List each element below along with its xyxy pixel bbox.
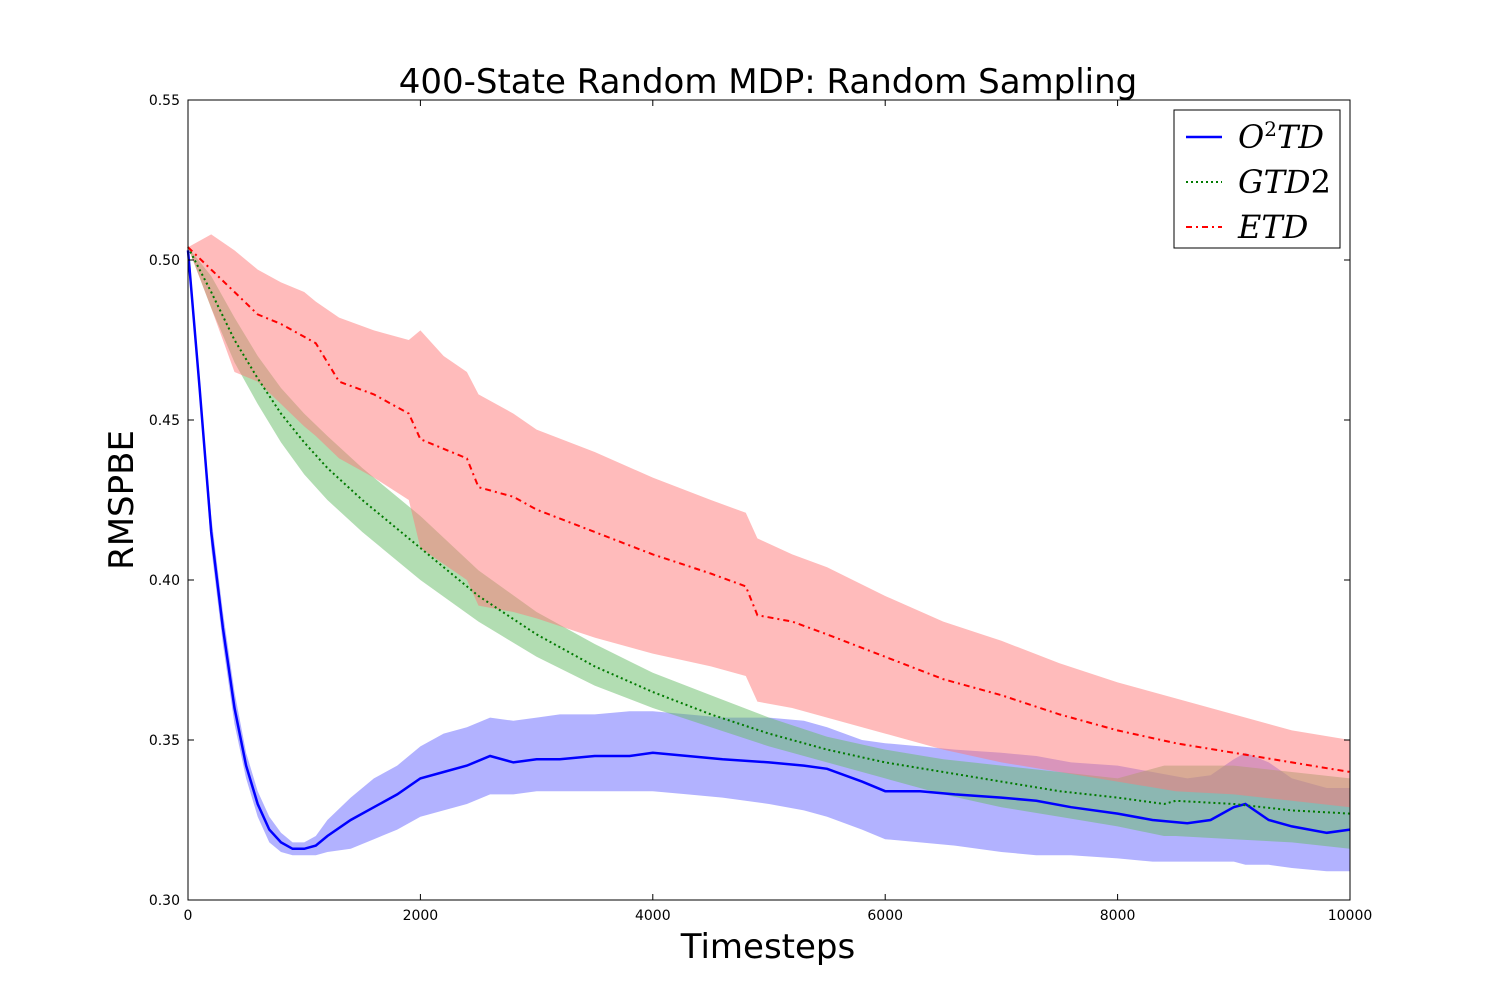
x-tick-label: 8000 [1100, 908, 1136, 924]
x-tick-label: 4000 [635, 908, 671, 924]
y-tick-label: 0.50 [149, 253, 180, 269]
chart-title: 400-State Random MDP: Random Sampling [399, 62, 1138, 102]
x-tick-label: 0 [184, 908, 193, 924]
series-line-etd [187, 246, 1351, 773]
legend-label-gtd2: GTD2 [1238, 163, 1331, 201]
band-etd [188, 234, 1350, 808]
y-tick-label: 0.40 [149, 573, 180, 589]
x-axis-ticks: 0 2000 4000 6000 8000 10000 [184, 100, 1373, 924]
y-axis-label: RMSPBE [102, 430, 142, 570]
y-axis-ticks: 0.30 0.35 0.40 0.45 0.50 0.55 [149, 93, 1350, 909]
legend: O2TD GTD2 ETD [1173, 109, 1341, 249]
series-lines [186, 246, 1351, 851]
legend-label-o2td: O2TD [1238, 117, 1324, 156]
y-tick-label: 0.45 [149, 413, 180, 429]
series-line-o2td [186, 250, 1351, 851]
plot-frame [187, 99, 1351, 901]
legend-box [1173, 109, 1341, 249]
legend-label-etd: ETD [1237, 208, 1308, 246]
x-tick-label: 2000 [403, 908, 439, 924]
x-axis-label: Timesteps [680, 927, 855, 967]
series-line-gtd2 [187, 246, 1351, 815]
y-tick-label: 0.55 [149, 93, 180, 109]
x-tick-label: 6000 [867, 908, 903, 924]
x-tick-label: 10000 [1328, 908, 1373, 924]
y-tick-label: 0.35 [149, 733, 180, 749]
y-tick-label: 0.30 [149, 893, 180, 909]
